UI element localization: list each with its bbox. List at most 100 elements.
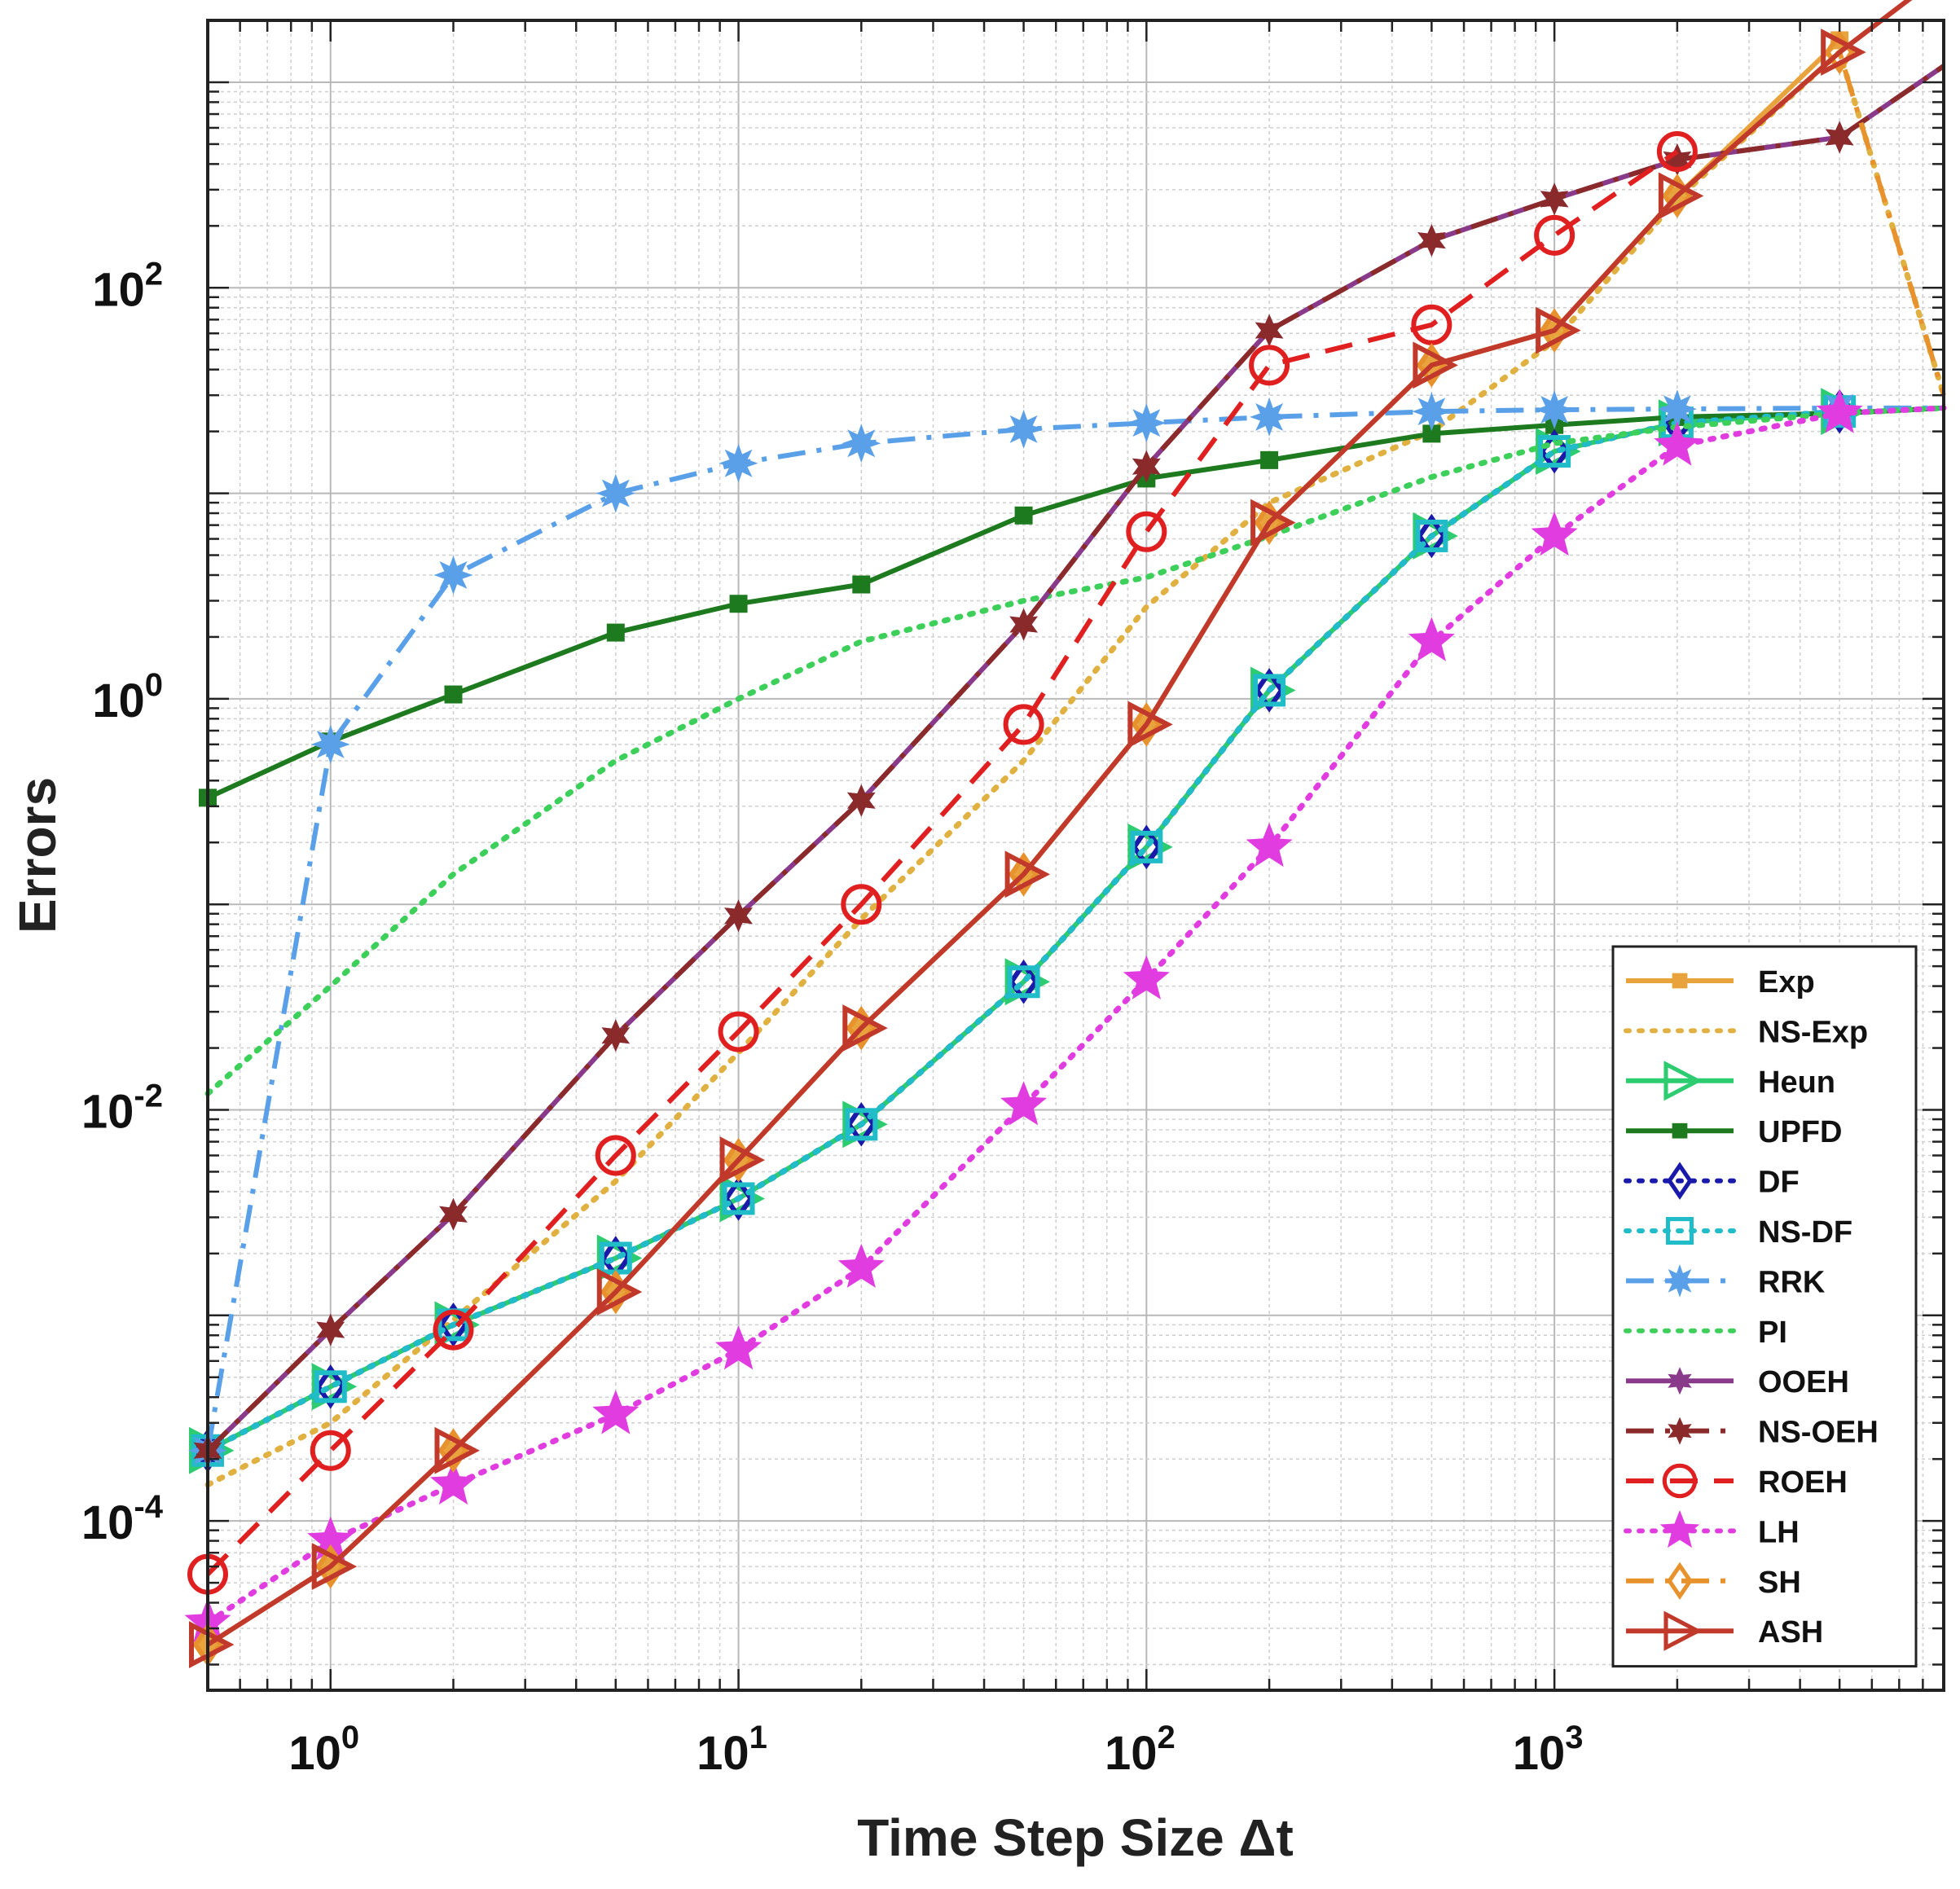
legend-entry: UPFD (1626, 1115, 1842, 1149)
series-line (204, 405, 1947, 1626)
series-line (205, 64, 1945, 1452)
data-point (311, 1543, 358, 1591)
data-point (842, 1004, 888, 1052)
data-point (719, 443, 758, 483)
data-point (724, 899, 753, 933)
data-point (1417, 224, 1446, 257)
data-point (1003, 704, 1044, 745)
legend-label: OOEH (1758, 1365, 1849, 1399)
series-line (206, 405, 1945, 801)
data-point (433, 1309, 474, 1351)
legend-entry: SH (1626, 1562, 1801, 1601)
data-point (1126, 511, 1167, 552)
legend-entry: LH (1624, 1509, 1800, 1549)
data-point (1657, 389, 1697, 429)
data-point (852, 575, 871, 594)
data-point (310, 724, 350, 764)
data-point (719, 1136, 766, 1184)
data-point (1246, 822, 1293, 868)
data-point (1000, 1081, 1048, 1126)
data-point (1127, 701, 1173, 749)
data-point (718, 1011, 759, 1052)
data-point (1123, 955, 1170, 999)
data-point (1658, 172, 1704, 220)
data-point (1009, 608, 1038, 641)
data-point (1411, 304, 1452, 345)
data-point (189, 1621, 235, 1668)
data-point (1132, 450, 1161, 483)
data-point (595, 473, 635, 513)
series-ash (189, 0, 1913, 1668)
data-point (1412, 392, 1452, 432)
data-point (316, 1313, 345, 1346)
series-line (206, 0, 1913, 1647)
legend-entry: Heun (1626, 1061, 1835, 1101)
data-point (847, 784, 876, 817)
data-point (314, 1370, 347, 1404)
data-point (1008, 959, 1039, 1004)
legend-entry: RRK (1626, 1264, 1826, 1299)
data-point (1538, 435, 1571, 468)
y-axis-title: Errors (8, 777, 67, 934)
data-point (1130, 830, 1163, 863)
series-ns-oeh (193, 64, 1945, 1467)
data-point (1540, 182, 1569, 216)
data-point (1004, 850, 1051, 898)
data-point (1666, 1217, 1694, 1245)
data-point (1672, 973, 1688, 989)
data-point (444, 685, 463, 704)
data-point (1667, 1562, 1693, 1601)
data-point (1662, 1463, 1698, 1499)
data-point (1415, 519, 1448, 552)
data-point (430, 1460, 477, 1505)
legend-label: NS-OEH (1758, 1416, 1879, 1450)
data-point (1536, 306, 1581, 354)
legend-label: UPFD (1758, 1115, 1842, 1149)
data-point (1253, 674, 1286, 707)
data-point (1663, 1264, 1697, 1298)
series-line (205, 405, 1944, 1452)
legend-label: Heun (1758, 1065, 1835, 1100)
legend-label: ASH (1758, 1615, 1823, 1650)
series-line (204, 408, 1843, 1454)
data-point (1672, 1122, 1688, 1139)
data-point (601, 1019, 631, 1052)
legend-label: PI (1758, 1316, 1787, 1350)
data-point (1535, 390, 1575, 429)
data-point (1663, 1061, 1703, 1101)
data-point (1816, 389, 1863, 433)
legend-label: DF (1758, 1166, 1800, 1200)
series-rrk (188, 388, 1944, 1470)
legend-entry: DF (1624, 1162, 1800, 1200)
data-point (596, 1268, 643, 1316)
data-point (1260, 450, 1279, 469)
data-point (845, 1108, 878, 1141)
legend-label: SH (1758, 1566, 1801, 1600)
data-point (1007, 965, 1040, 999)
data-point (433, 556, 473, 595)
data-point (1255, 314, 1284, 347)
series-line (204, 49, 1947, 1488)
data-point (842, 424, 881, 463)
legend-label: LH (1758, 1515, 1800, 1549)
series-line (204, 405, 1947, 1096)
data-point (1250, 397, 1290, 437)
data-point (1250, 499, 1296, 547)
legend-label: NS-Exp (1758, 1015, 1868, 1049)
plot-frame (206, 19, 1945, 1692)
data-point (606, 623, 625, 642)
data-point (1656, 131, 1698, 173)
data-point (1667, 1162, 1693, 1200)
data-point (837, 1243, 885, 1288)
legend-entry: NS-OEH (1626, 1416, 1879, 1450)
data-point (1249, 345, 1290, 386)
data-point (1663, 1610, 1703, 1651)
data-point (592, 1390, 639, 1434)
data-point (722, 1182, 755, 1215)
legend-entry: ROEH (1626, 1463, 1848, 1500)
series-roeh (187, 131, 1698, 1595)
data-point (1127, 403, 1167, 443)
data-point (1408, 617, 1455, 661)
data-point (1654, 421, 1701, 466)
